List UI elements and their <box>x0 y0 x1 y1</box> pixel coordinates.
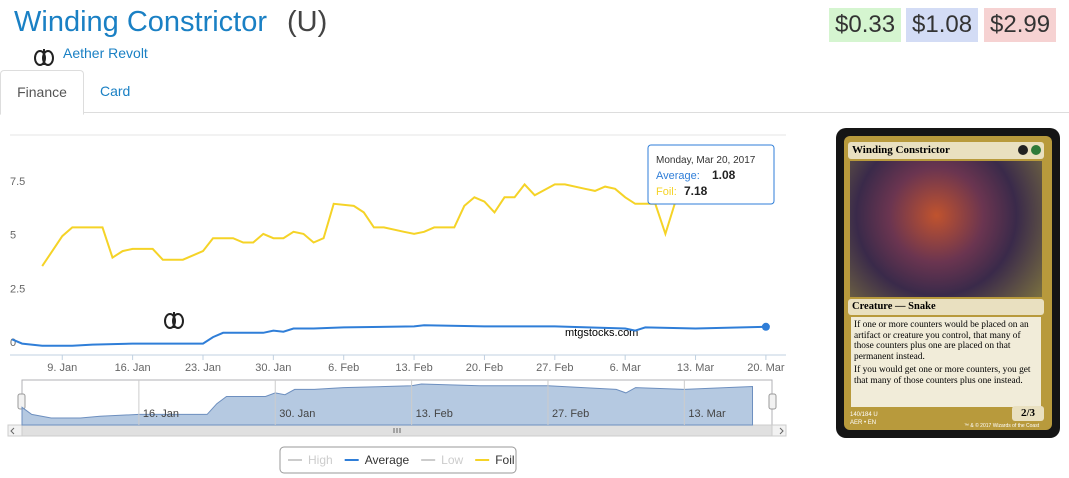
collector-number: 140/184 U <box>850 412 878 418</box>
navigator-tick-label: 16. Jan <box>143 408 179 420</box>
price-avg: $1.08 <box>906 8 979 42</box>
price-high: $2.99 <box>984 8 1057 42</box>
x-tick-label: 13. Feb <box>395 362 432 374</box>
scrollbar-grips <box>10 427 784 435</box>
y-tick-label: 2.5 <box>10 283 25 295</box>
tooltip: Monday, Mar 20, 2017 Average: 1.08 Foil: 7.1… <box>647 144 775 205</box>
copyright: ™ & © 2017 Wizards of the Coast <box>964 423 1040 429</box>
tooltip-label: Foil: <box>656 186 677 198</box>
x-tick-label: 16. Jan <box>115 362 151 374</box>
x-tick-label: 23. Jan <box>185 362 221 374</box>
legend-item[interactable]: High <box>288 453 333 467</box>
card-art <box>850 161 1042 297</box>
rules-box: If one or more counters would be placed … <box>851 317 1041 407</box>
mana-b <box>1018 145 1028 155</box>
tooltip-date: Monday, Mar 20, 2017 <box>656 155 756 166</box>
x-tick-label: 30. Jan <box>255 362 291 374</box>
x-tick-label: 9. Jan <box>47 362 77 374</box>
legend-label: Foil <box>495 453 514 467</box>
navigator-tick-label: 27. Feb <box>552 408 589 420</box>
tooltip-value: 7.18 <box>684 184 708 198</box>
set-icon <box>34 49 54 66</box>
rules-text: If you would get one or more counters, y… <box>854 365 1031 386</box>
card-title: Winding Constrictor <box>14 6 268 38</box>
navigator-area <box>21 383 754 426</box>
nav-handle-right[interactable] <box>768 393 777 410</box>
end-marker <box>761 322 770 331</box>
navigator-tick-label: 13. Mar <box>688 408 726 420</box>
x-tick-label: 13. Mar <box>677 362 715 374</box>
tab-card[interactable]: Card <box>100 83 131 99</box>
type-line: Creature — Snake <box>848 299 1044 315</box>
legend-box <box>279 446 517 474</box>
card-name: Winding Constrictor <box>848 142 1044 159</box>
legend-item[interactable]: Low <box>421 453 464 467</box>
navigator-tick-label: 30. Jan <box>279 408 315 420</box>
tooltip-label: Average: <box>656 170 700 182</box>
watermark: mtgstocks.com <box>565 327 638 339</box>
x-tick-label: 6. Feb <box>328 362 359 374</box>
tab-finance[interactable]: Finance <box>0 70 84 115</box>
legend-label: Average <box>365 453 410 467</box>
tooltip-value: 1.08 <box>712 168 736 182</box>
rarity: (U) <box>287 6 328 38</box>
tab-border <box>0 112 1069 113</box>
series-line <box>11 324 766 347</box>
card-image: Winding Constrictor Creature — Snake If … <box>836 128 1060 438</box>
legend-label: High <box>308 453 333 467</box>
legend-label: Low <box>441 453 463 467</box>
y-tick-label: 5 <box>10 230 16 242</box>
x-tick-label: 6. Mar <box>610 362 642 374</box>
y-tick-label: 0 <box>10 337 16 349</box>
x-tick-label: 20. Feb <box>466 362 503 374</box>
series-line <box>41 182 767 267</box>
x-tick-label: 20. Mar <box>747 362 785 374</box>
mana-g <box>1031 145 1041 155</box>
chart: mtgstocks.com 0 2.5 5 7.5 9. Jan 16. Jan 23. J… <box>7 134 787 474</box>
y-tick-label: 7.5 <box>10 176 25 188</box>
set-watermark-icon <box>164 312 184 329</box>
set-language: AER • EN <box>850 420 877 426</box>
set-link[interactable]: Aether Revolt <box>63 45 148 61</box>
power-toughness: 2/3 <box>1012 406 1044 421</box>
x-tick-label: 27. Feb <box>536 362 573 374</box>
legend-item[interactable]: Average <box>344 453 410 467</box>
legend-item[interactable]: Foil <box>475 453 515 467</box>
navigator-tick-label: 13. Feb <box>416 408 453 420</box>
price-low: $0.33 <box>829 8 902 42</box>
rules-text: If one or more counters would be placed … <box>854 320 1029 362</box>
tooltip-box <box>647 144 775 205</box>
